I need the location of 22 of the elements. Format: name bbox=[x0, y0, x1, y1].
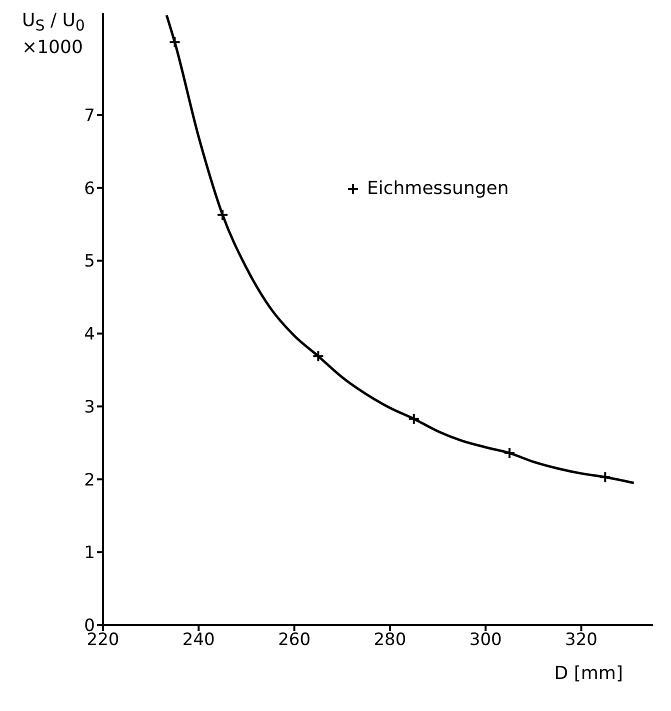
y-tick-label: 1 bbox=[84, 543, 95, 564]
point bbox=[408, 412, 420, 425]
x-axis-title: D [mm] bbox=[554, 663, 623, 684]
point bbox=[312, 350, 324, 362]
y-tick-label: 7 bbox=[84, 106, 95, 126]
y-tick-label: 6 bbox=[84, 178, 95, 199]
y-tick-label: 5 bbox=[84, 252, 95, 272]
legend-label: Eichmessungen bbox=[367, 178, 509, 199]
y-tick-label: 2 bbox=[84, 470, 95, 490]
x-tick-label: 260 bbox=[278, 630, 311, 650]
y-tick-label: 4 bbox=[84, 324, 95, 345]
x-tick-label: 240 bbox=[182, 630, 215, 650]
point bbox=[504, 447, 516, 460]
y-axis-title: U$_{S}$ / U$_{0}$ ×1000 bbox=[22, 10, 86, 59]
point bbox=[599, 471, 612, 484]
line-series bbox=[165, 14, 636, 484]
x-tick-label: 300 bbox=[469, 630, 502, 650]
point bbox=[216, 208, 229, 221]
x-tick-label: 280 bbox=[374, 630, 406, 650]
y-tick-label: 3 bbox=[84, 397, 95, 418]
x-tick-label: 320 bbox=[565, 630, 598, 650]
point bbox=[168, 36, 181, 48]
